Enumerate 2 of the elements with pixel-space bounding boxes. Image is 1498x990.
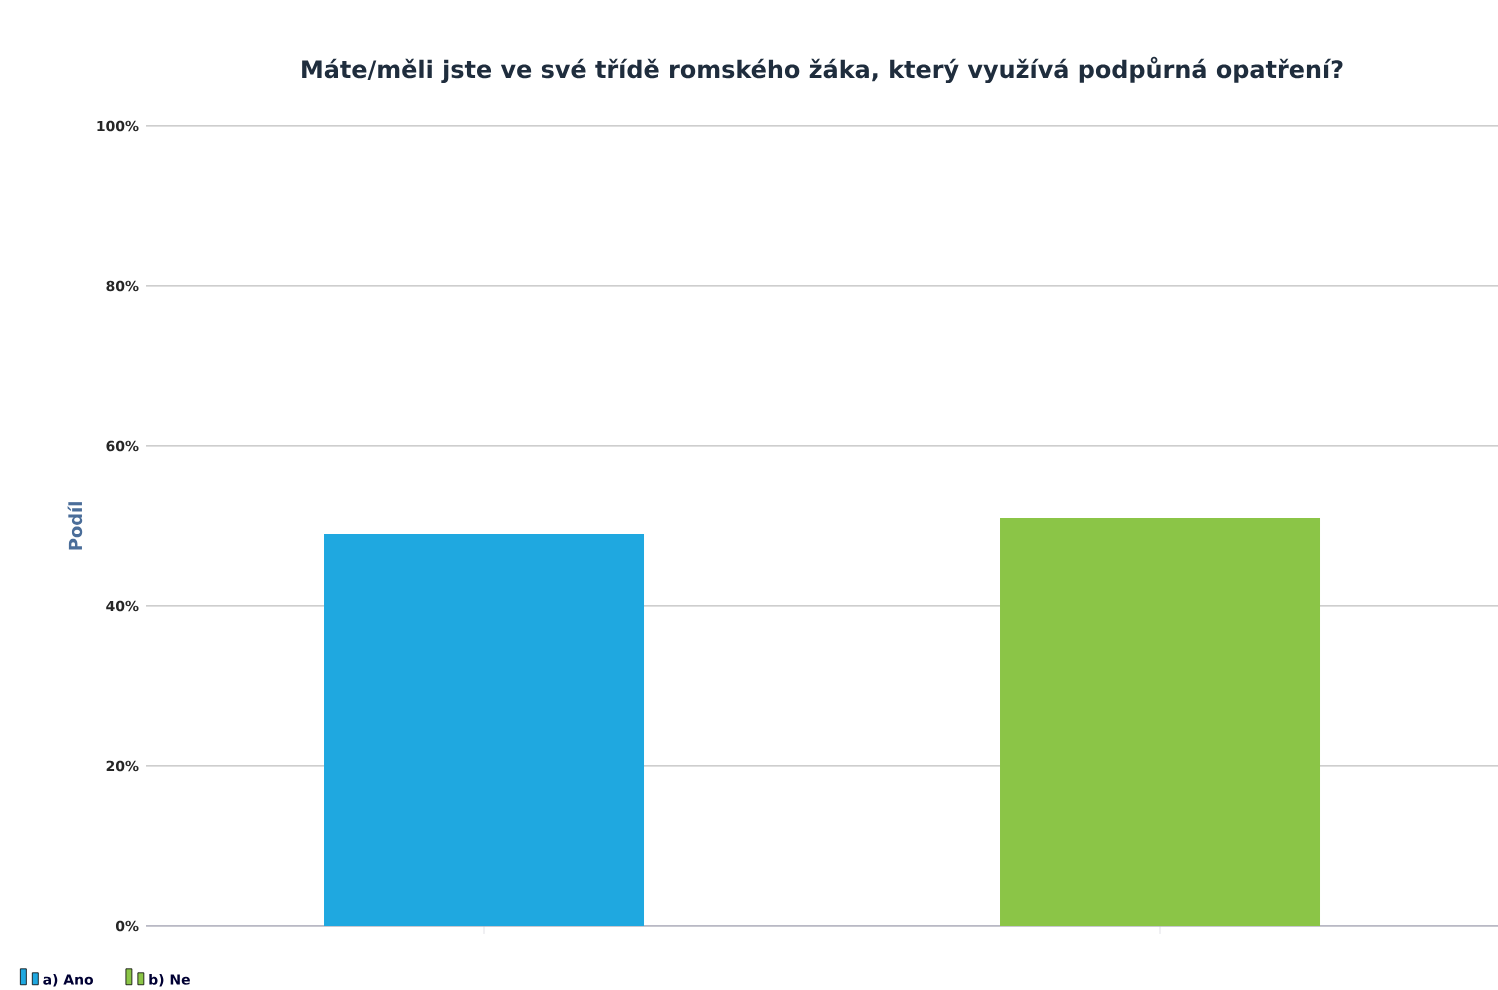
y-axis-title: Podíl xyxy=(67,502,83,550)
chart-title: Máte/měli jste ve své třídě romského žáka, který využívá podpůrná opatření? xyxy=(302,56,1343,84)
